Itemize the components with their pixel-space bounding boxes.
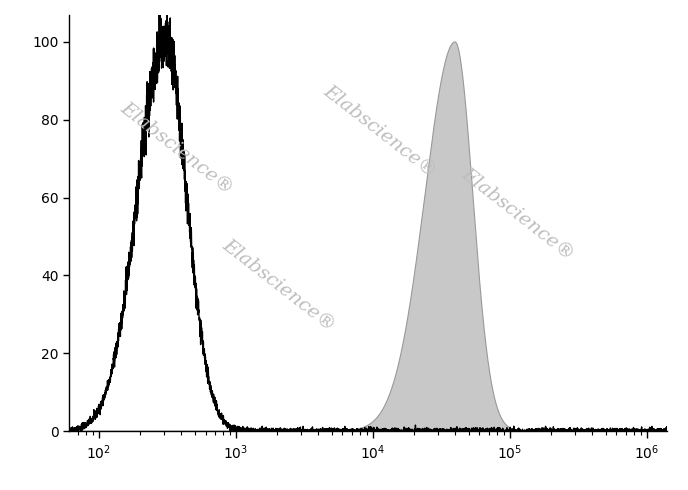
Text: Elabscience®: Elabscience® [219, 236, 338, 335]
Text: Elabscience®: Elabscience® [321, 82, 440, 181]
Text: Elabscience®: Elabscience® [458, 165, 577, 264]
Text: Elabscience®: Elabscience® [117, 98, 236, 197]
